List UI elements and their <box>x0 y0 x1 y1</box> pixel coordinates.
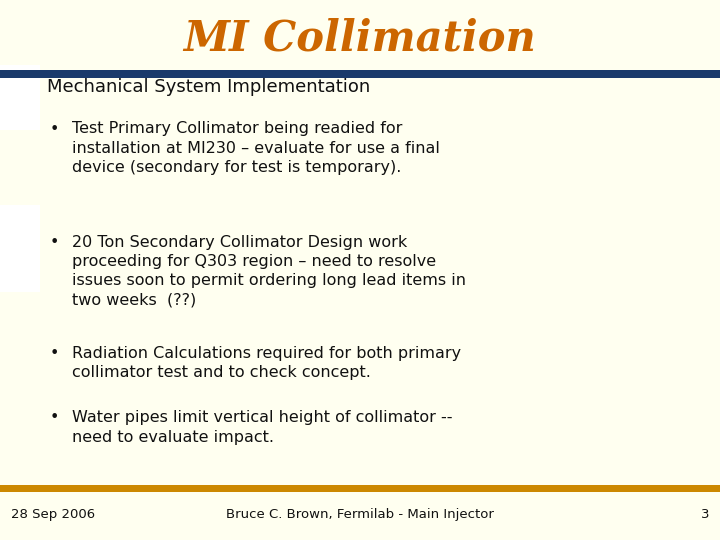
Text: Mechanical System Implementation: Mechanical System Implementation <box>47 78 370 97</box>
Text: Water pipes limit vertical height of collimator --
need to evaluate impact.: Water pipes limit vertical height of col… <box>72 410 452 444</box>
Text: Test Primary Collimator being readied for
installation at MI230 – evaluate for u: Test Primary Collimator being readied fo… <box>72 122 440 175</box>
Bar <box>0 205 40 292</box>
Bar <box>0 485 720 492</box>
Text: 3: 3 <box>701 508 709 521</box>
Text: MI Collimation: MI Collimation <box>184 18 536 60</box>
Bar <box>0 65 40 130</box>
Bar <box>0 70 720 78</box>
Text: •: • <box>49 346 59 361</box>
Text: 20 Ton Secondary Collimator Design work
proceeding for Q303 region – need to res: 20 Ton Secondary Collimator Design work … <box>72 235 466 307</box>
Text: •: • <box>49 235 59 250</box>
Text: Radiation Calculations required for both primary
collimator test and to check co: Radiation Calculations required for both… <box>72 346 461 380</box>
Text: •: • <box>49 410 59 426</box>
Text: •: • <box>49 122 59 137</box>
Text: Bruce C. Brown, Fermilab - Main Injector: Bruce C. Brown, Fermilab - Main Injector <box>226 508 494 521</box>
Text: 28 Sep 2006: 28 Sep 2006 <box>11 508 95 521</box>
